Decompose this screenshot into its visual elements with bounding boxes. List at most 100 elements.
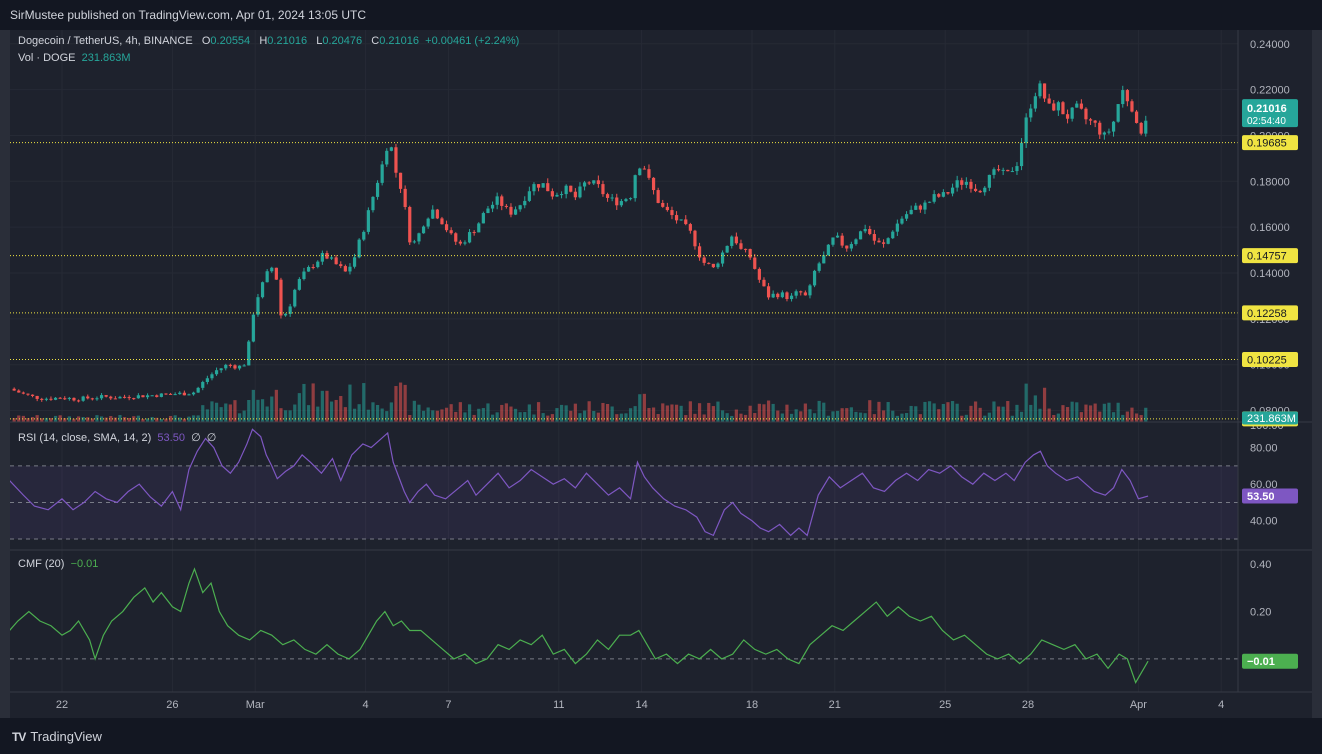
volume-bar (987, 412, 991, 422)
candle-body (803, 292, 807, 296)
volume-bar (569, 410, 573, 422)
volume-bar (486, 403, 490, 422)
candle-body (518, 205, 522, 210)
symbol-label: Dogecoin / TetherUS, 4h, BINANCE (18, 35, 193, 47)
volume-bar (656, 414, 660, 422)
candle-body (279, 279, 283, 316)
candle-body (394, 147, 398, 173)
volume-bar (937, 409, 941, 422)
volume-bar (380, 408, 384, 422)
chart-svg[interactable]: 0.240000.220000.200000.180000.160000.140… (10, 30, 1312, 718)
candle-body (49, 398, 53, 400)
candle-body (960, 180, 964, 185)
candle-body (362, 231, 366, 240)
candle-body (900, 218, 904, 224)
candle-body (909, 209, 913, 215)
volume-bar (417, 404, 421, 422)
volume-bar (665, 405, 669, 422)
volume-bar (435, 410, 439, 422)
candle-body (615, 197, 619, 206)
candle-body (835, 235, 840, 238)
chart-area[interactable]: 0.240000.220000.200000.180000.160000.140… (10, 30, 1312, 718)
candle-body (881, 242, 886, 244)
candle-body (214, 370, 219, 375)
candle-body (578, 186, 582, 198)
rsi-value-tag: 53.50 (1247, 491, 1275, 503)
volume-bar (150, 417, 154, 422)
candle-body (412, 241, 416, 243)
candle-body (868, 228, 872, 235)
candle-body (730, 236, 734, 246)
volume-bar (638, 394, 642, 422)
candle-body (486, 208, 490, 214)
volume-bar (293, 404, 297, 422)
candle-body (1056, 102, 1060, 111)
brand-label: TradingView (30, 729, 102, 744)
candle-body (693, 230, 697, 247)
candle-body (256, 297, 260, 315)
volume-bar (734, 409, 738, 422)
candle-body (1010, 171, 1014, 173)
volume-bar (757, 403, 761, 422)
volume-bar (76, 416, 81, 422)
volume-bar (260, 399, 265, 422)
rsi-value-tag-bg (1242, 488, 1298, 504)
volume-bar (127, 417, 131, 422)
candle-body (794, 291, 798, 296)
tradingview-brand[interactable]: TV TradingView (12, 729, 102, 744)
volume-bar (1102, 403, 1106, 422)
rsi-pane (10, 428, 1238, 540)
volume-bar (992, 401, 996, 422)
volume-bar (504, 403, 508, 422)
volume-bar (596, 412, 600, 422)
volume-bar (927, 401, 932, 422)
candle-body (201, 381, 205, 388)
volume-bar (366, 409, 370, 422)
candle-body (155, 395, 159, 397)
volume-bar (463, 412, 467, 422)
candle-body (150, 395, 154, 397)
candle-body (1047, 98, 1051, 104)
candle-body (283, 313, 288, 316)
rsi-line (10, 428, 1149, 537)
candle-body (532, 184, 536, 192)
candle-body (651, 177, 656, 191)
low-value: 0.20476 (322, 35, 363, 47)
candle-body (527, 191, 531, 201)
candle-body (725, 245, 729, 253)
level-tag: 0.14757 (1247, 251, 1287, 263)
volume-bar (481, 408, 485, 422)
candle-body (481, 213, 485, 224)
candle-body (403, 188, 407, 208)
level-tag: 0.12258 (1247, 308, 1287, 320)
volume-bar (720, 410, 725, 422)
footer-bar: TV TradingView (0, 718, 1322, 754)
candle-body (1006, 169, 1010, 172)
candle-body (1061, 102, 1065, 115)
candle-body (30, 394, 35, 396)
candle-body (1098, 122, 1102, 135)
candle-body (449, 230, 453, 234)
volume-bar (467, 404, 472, 422)
volume-bar (872, 414, 876, 422)
volume-bar (219, 407, 223, 422)
candle-body (251, 314, 255, 342)
candle-body (205, 378, 209, 382)
candle-body (946, 192, 950, 194)
volume-bar (385, 411, 389, 422)
candle-body (366, 210, 370, 232)
volume-legend: Vol · DOGE 231.863M (18, 52, 131, 64)
cmf-value-tag: −0.01 (1247, 656, 1275, 668)
time-tick-label: 11 (553, 699, 564, 711)
candle-body (872, 234, 876, 241)
candle-body (546, 183, 550, 192)
volume-bar (891, 410, 895, 422)
volume-bar (283, 410, 288, 422)
candle-body (918, 205, 922, 210)
volume-bar (1125, 411, 1129, 422)
candle-body (992, 169, 996, 175)
volume-bar (642, 393, 646, 422)
candle-body (624, 199, 628, 202)
candle-body (168, 393, 173, 395)
volume-bar (67, 416, 71, 422)
